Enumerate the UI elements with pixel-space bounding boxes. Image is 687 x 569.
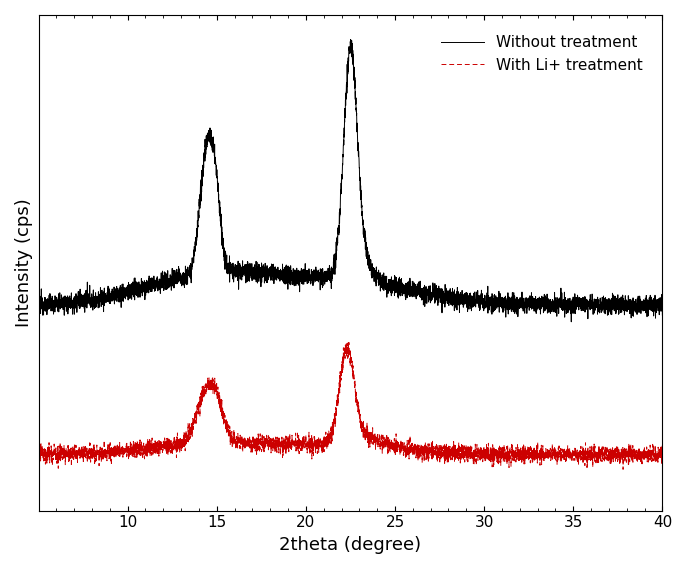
Without treatment (34, 302, 43, 308)
Without treatment (273, 272, 281, 279)
Without treatment (567, 319, 576, 325)
Without treatment (658, 312, 666, 319)
Line: Without treatment: Without treatment (38, 39, 662, 322)
Without treatment (346, 36, 354, 43)
Without treatment (148, 288, 156, 295)
Without treatment (409, 278, 417, 284)
With Li+ treatment (148, 439, 156, 446)
Legend: Without treatment, With Li+ treatment: Without treatment, With Li+ treatment (429, 23, 655, 85)
With Li+ treatment (619, 466, 627, 473)
X-axis label: 2theta (degree): 2theta (degree) (280, 536, 422, 554)
With Li+ treatment (34, 450, 43, 456)
With Li+ treatment (409, 444, 417, 451)
Without treatment (440, 294, 449, 300)
Line: With Li+ treatment: With Li+ treatment (38, 341, 662, 469)
With Li+ treatment (344, 338, 352, 345)
Without treatment (548, 306, 556, 312)
With Li+ treatment (658, 448, 666, 455)
Y-axis label: Intensity (cps): Intensity (cps) (15, 199, 33, 327)
With Li+ treatment (500, 444, 508, 451)
With Li+ treatment (548, 453, 556, 460)
Without treatment (500, 304, 508, 311)
With Li+ treatment (273, 449, 281, 456)
With Li+ treatment (440, 450, 449, 456)
